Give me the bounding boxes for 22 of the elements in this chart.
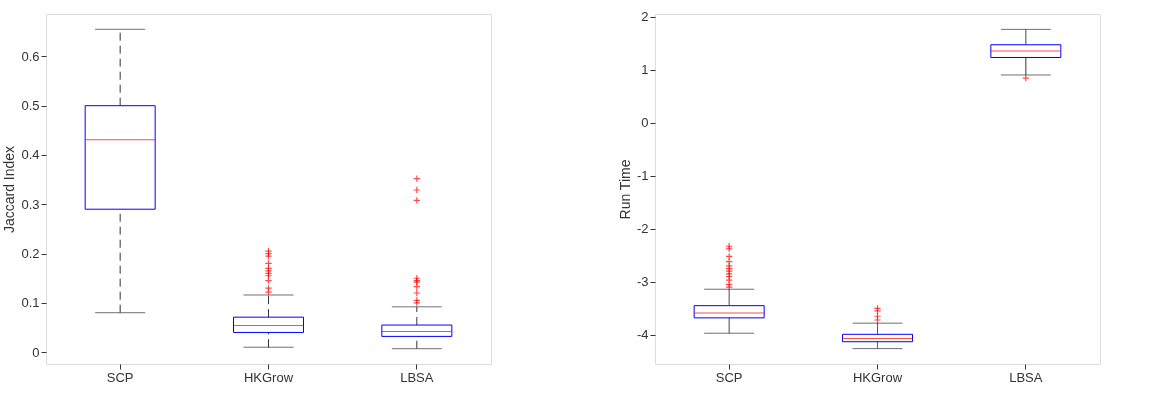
x-tick-label: SCP [106,369,134,385]
y-tick-label: 0.5 [21,98,40,114]
y-axis-title: Jaccard Index [1,145,18,234]
y-tick-label: 0.1 [21,295,40,311]
y-tick-label: -3 [636,274,649,290]
y-tick-label: 2 [641,9,649,25]
y-tick-label: 1 [641,62,649,78]
y-tick-label: -4 [636,327,649,343]
y-tick-label: 0.4 [21,147,40,163]
y-tick-label: 0.3 [21,196,40,212]
x-tick-label: SCP [715,369,743,385]
y-tick-label: 0 [641,115,649,131]
y-tick-label: 0.6 [21,48,40,64]
x-tick-label: LBSA [400,369,434,385]
y-tick-label: 0 [32,344,40,360]
y-tick-label: -2 [636,221,649,237]
x-tick-label: HKGrow [243,369,294,385]
y-tick-label: 0.2 [21,246,40,262]
x-tick-label: LBSA [1009,369,1043,385]
x-tick-label: HKGrow [852,369,903,385]
y-axis-title: Run Time [616,159,633,220]
y-tick-label: -1 [636,168,649,184]
